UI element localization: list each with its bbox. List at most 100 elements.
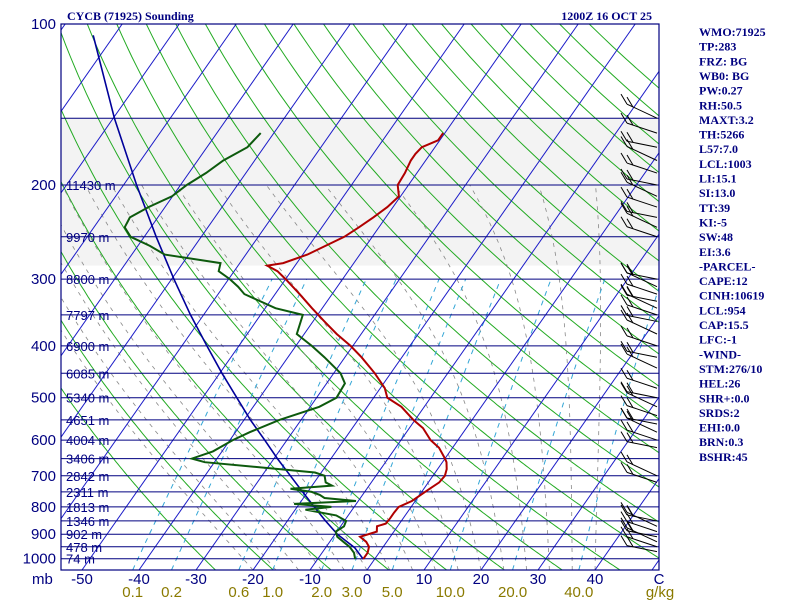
wind-barb-flag <box>620 325 628 337</box>
temperature-tick-label: -50 <box>71 571 93 588</box>
wind-barb-flag <box>620 284 628 296</box>
wind-barb-flag <box>626 206 634 217</box>
wind-barb-staff <box>626 511 658 527</box>
wind-barb-staff <box>626 283 658 295</box>
wind-barb-flag <box>620 407 628 419</box>
index-line: TT:39 <box>699 201 730 215</box>
wind-barb <box>620 130 658 148</box>
wind-barb-staff <box>626 527 658 543</box>
mixing-ratio-line <box>449 278 552 570</box>
wind-barb-flag <box>620 273 628 285</box>
pressure-tick-label: 800 <box>31 499 56 516</box>
moist-adiabat <box>469 184 550 570</box>
dry-adiabat <box>263 24 659 420</box>
index-line: MAXT:3.2 <box>699 113 754 127</box>
wind-barb <box>620 431 658 449</box>
height-label: 74 m <box>66 552 95 567</box>
dry-adiabat <box>145 24 659 559</box>
temperature-tick-label: -20 <box>242 571 264 588</box>
temperature-tick-label: 40 <box>587 571 604 588</box>
index-line: EHI:0.0 <box>699 421 740 435</box>
wind-barb-flag <box>620 419 628 431</box>
wind-barb <box>620 451 658 477</box>
isotherm <box>309 70 659 570</box>
index-line: TP:283 <box>699 40 736 54</box>
moist-adiabat <box>61 296 277 570</box>
wind-barb-flag <box>620 203 628 214</box>
index-line: LFC:-1 <box>699 333 737 347</box>
mixing-ratio-line <box>391 278 502 570</box>
moist-adiabat <box>594 184 601 570</box>
wind-barb <box>620 382 658 408</box>
dewpoint-profile-line <box>123 132 357 560</box>
wind-barb-staff <box>626 377 658 389</box>
wind-barb-flag <box>620 294 628 306</box>
wind-barb-flag <box>626 464 634 475</box>
plot-border <box>60 23 660 571</box>
wind-barb-flag <box>626 312 634 324</box>
wind-barb-staff <box>626 212 658 228</box>
isotherm <box>61 24 351 439</box>
wind-barb-flag <box>626 341 634 353</box>
wind-barbs <box>620 93 658 553</box>
mixing-ratio-tick-label: 40.0 <box>564 584 593 600</box>
index-line: L57:7.0 <box>699 142 738 156</box>
mixing-ratio-line <box>578 285 659 570</box>
isotherm <box>61 24 66 31</box>
wind-barb-flag <box>620 451 628 463</box>
index-line: SRDS:2 <box>699 406 740 420</box>
index-line: SI:13.0 <box>699 186 735 200</box>
wind-barb-staff <box>626 210 658 218</box>
wind-barb <box>620 273 658 295</box>
dry-adiabat <box>86 24 563 570</box>
isotherm <box>61 24 408 520</box>
wind-barb-flag <box>626 139 634 150</box>
index-line: LI:15.1 <box>699 172 737 186</box>
wind-barb-staff <box>626 521 658 533</box>
wind-barb-flag <box>620 216 628 228</box>
wind-barb <box>620 395 658 417</box>
wind-barb-staff <box>626 461 658 477</box>
wind-barb <box>620 152 658 174</box>
pressure-tick-label: 300 <box>31 271 56 288</box>
wind-barb-flag <box>620 382 628 394</box>
mixing-ratio-line <box>132 278 273 570</box>
wind-barb-flag <box>626 202 634 213</box>
wind-barb <box>620 381 658 399</box>
wind-barb-staff <box>626 392 658 408</box>
wind-barb <box>620 407 658 425</box>
moist-adiabat <box>61 184 345 570</box>
wind-barb-flag <box>620 172 628 183</box>
moist-adiabat <box>141 184 413 570</box>
height-label: 4651 m <box>66 413 109 428</box>
wind-barb-flag <box>620 526 628 538</box>
index-line: CINH:10619 <box>699 289 764 303</box>
index-line: BSHR:45 <box>699 450 748 464</box>
wind-barb-flag <box>626 286 634 298</box>
wind-barb-flag <box>620 343 628 355</box>
wind-barb-flag <box>620 395 628 406</box>
isotherm <box>61 24 237 276</box>
pressure-tick-label: 1000 <box>23 551 56 568</box>
wind-barb-flag <box>620 520 628 532</box>
wind-barb-flag <box>626 369 634 381</box>
height-label: 9970 m <box>66 230 109 245</box>
mixing-ratio-tick-label: 0.6 <box>228 584 249 600</box>
pressure-tick-label: 200 <box>31 177 56 194</box>
wind-barb-flag <box>626 154 634 166</box>
pressure-tick-label: 900 <box>31 526 56 543</box>
dry-adiabat <box>352 24 659 323</box>
index-line: EI:3.6 <box>699 245 731 259</box>
moist-adiabat <box>85 184 368 570</box>
temperature-profile-line <box>264 132 448 560</box>
parcel-profile-line <box>92 35 364 560</box>
wind-barb-flag <box>626 513 634 524</box>
pressure-tick-label: 400 <box>31 338 56 355</box>
isotherm <box>423 233 659 570</box>
height-label: 478 m <box>66 540 102 555</box>
wind-barb-flag <box>626 454 634 466</box>
wind-barb-flag <box>626 520 634 532</box>
wind-barb-flag <box>620 381 628 392</box>
wind-barb-staff <box>626 530 658 538</box>
